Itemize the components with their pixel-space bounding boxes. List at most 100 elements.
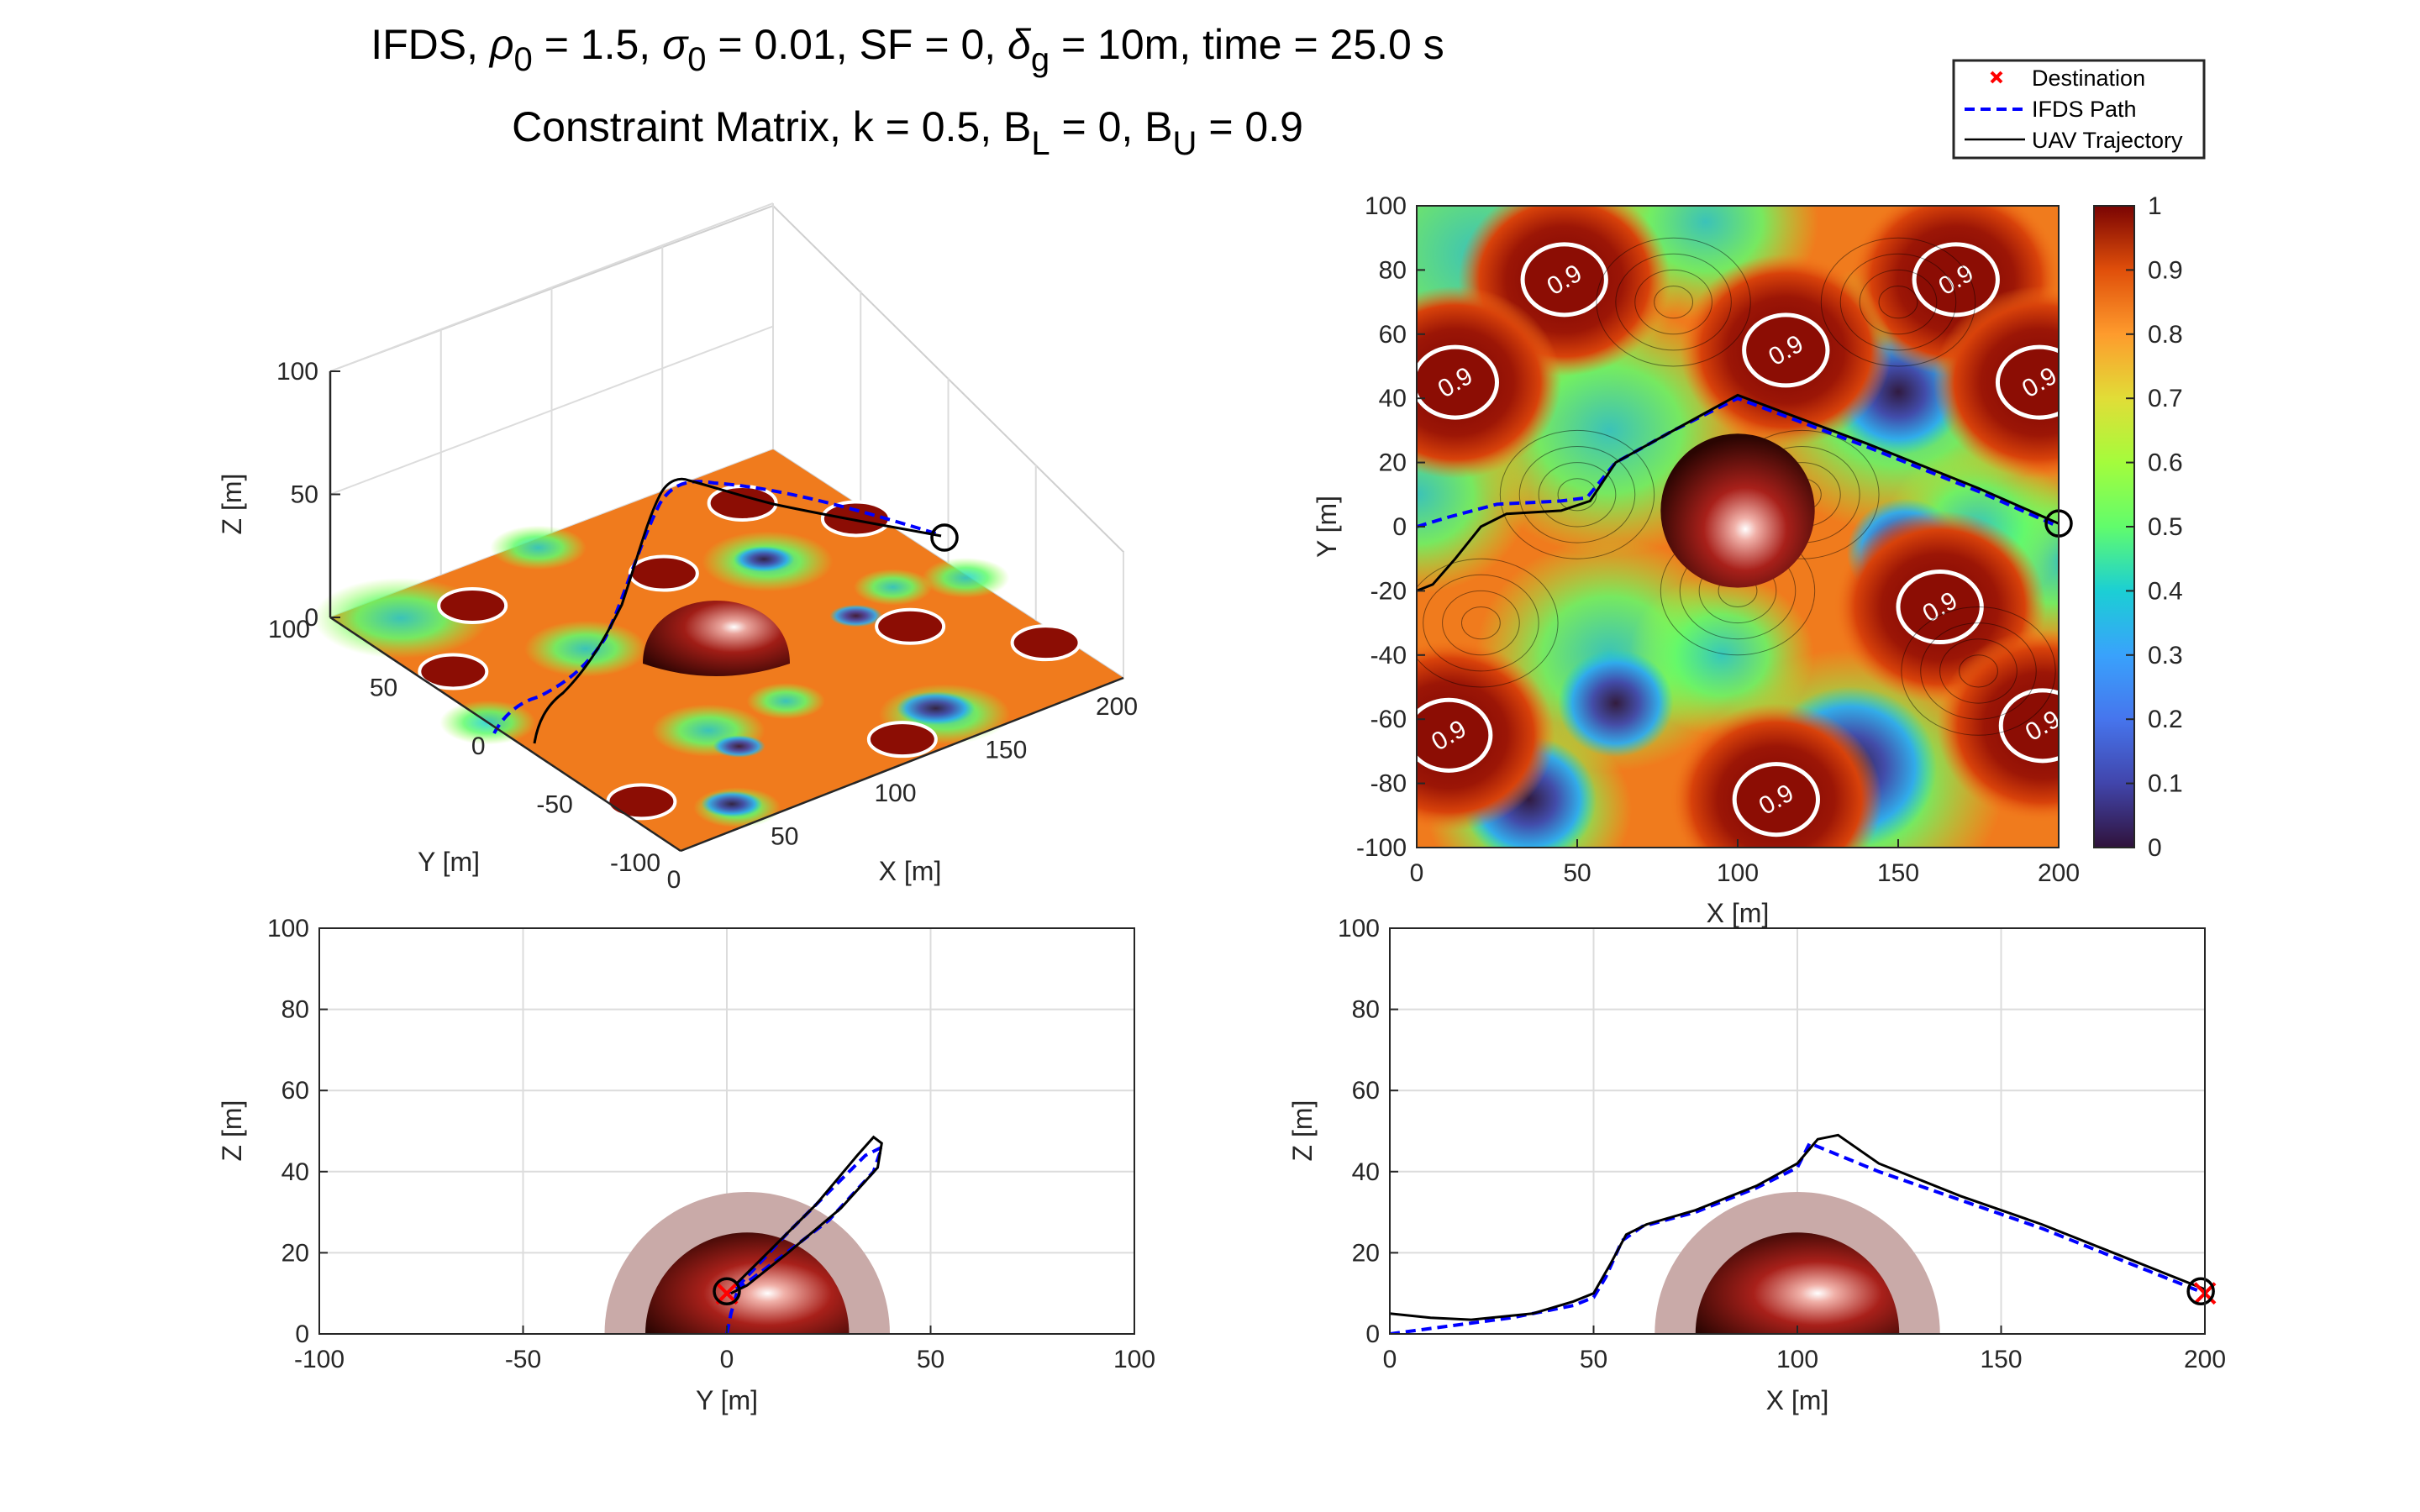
contour-line-1-3 <box>1518 446 1636 543</box>
destination-marker-yz <box>715 1282 739 1305</box>
yz-y-label: Z [m] <box>217 1100 247 1162</box>
contour-line-1-2 <box>1538 462 1617 528</box>
xz-x-label: X [m] <box>1766 1385 1829 1415</box>
field-hot-7 <box>1936 629 2059 822</box>
floor-hot-8 <box>866 721 938 759</box>
topview-ytick-label-6: 20 <box>1379 449 1407 477</box>
xz-ytick-label-2: 40 <box>1352 1158 1380 1186</box>
contour-line-1-4 <box>1499 429 1655 559</box>
yz-xtick-label-2: 0 <box>720 1346 734 1373</box>
contour-09-5 <box>1896 569 1984 645</box>
topview-ytick-label-4: -20 <box>1370 577 1407 605</box>
topview-ytick-label-3: -40 <box>1370 642 1407 669</box>
y-axis-line <box>329 616 681 853</box>
xz-xtick-label-1: 50 <box>1580 1346 1607 1373</box>
legend-entry-ifds-path: IFDS Path <box>1965 97 2137 122</box>
z3d-tick-label-2: 100 <box>276 358 318 386</box>
contour-09-7 <box>1998 688 2059 764</box>
x3d-tick-label-2: 100 <box>874 780 916 807</box>
yz-xtick-label-0: -100 <box>294 1346 345 1373</box>
contour-line-5-2 <box>1634 269 1712 335</box>
xz-xtick-label-3: 150 <box>1980 1346 2022 1373</box>
topview-ytick-label-10: 100 <box>1365 192 1407 220</box>
contour-line-3-3 <box>1423 574 1539 672</box>
topview-ytick-label-9: 80 <box>1379 256 1407 284</box>
z-axis-label-3d: Z [m] <box>217 474 247 535</box>
contour-09-8 <box>1732 762 1821 837</box>
topview-x-label: X [m] <box>1707 898 1770 928</box>
legend: Destination IFDS Path UAV Trajectory <box>1952 59 2206 160</box>
contour-line-3-4 <box>1417 558 1559 688</box>
y3d-tick-label-3: 50 <box>370 675 397 702</box>
colorbar-label-10: 1 <box>2148 192 2162 220</box>
contour-09-6 <box>1417 697 1493 773</box>
xz-plot: 0 50 100 150 200 0 20 40 60 80 100 X [m] Z [m] <box>1287 915 2226 1415</box>
ifds-path-xz <box>1390 1141 2205 1334</box>
legend-label-destination: Destination <box>2032 66 2145 91</box>
colorbar-label-4: 0.4 <box>2148 577 2183 605</box>
topview-xtick-label-4: 200 <box>2038 859 2080 887</box>
contour-line-4-4 <box>1901 606 2056 736</box>
uav-marker-3d <box>930 523 959 552</box>
floor-hot-6 <box>606 783 677 821</box>
z3d-tick-label-0: 0 <box>304 604 318 632</box>
obstacle-xz <box>1695 1232 1900 1334</box>
wall-zgrid-1 <box>329 325 774 496</box>
contour-line-2-3 <box>1839 253 1957 351</box>
contour-line-4-1 <box>1959 654 1998 688</box>
figure-title-line2: Constraint Matrix, k = 0.5, BL = 0, BU =… <box>512 103 1303 162</box>
y3d-tick-label-1: -50 <box>536 791 572 819</box>
floor-blue-2 <box>701 790 763 817</box>
topview-ytick-label-0: -100 <box>1356 834 1407 862</box>
wall-zgrid-2 <box>329 202 774 372</box>
contour-line-3-2 <box>1442 590 1520 656</box>
yz-xtick-label-1: -50 <box>505 1346 541 1373</box>
xz-y-label: Z [m] <box>1287 1100 1318 1162</box>
floor-green-1 <box>524 620 647 677</box>
floor-hot-4 <box>820 500 892 538</box>
yz-xtick-label-4: 100 <box>1113 1346 1155 1373</box>
xz-ticks: 0 50 100 150 200 0 20 40 60 80 100 <box>1338 915 2226 1373</box>
contour-09-1 <box>1912 242 2000 318</box>
z3d-tick-label-1: 50 <box>291 481 318 509</box>
destination-marker-icon <box>1990 71 2003 84</box>
yz-frame <box>318 927 1135 1335</box>
destination-x-icon-yz <box>715 1282 739 1305</box>
colorbar-label-3: 0.3 <box>2148 642 2183 669</box>
colorbar-label-6: 0.6 <box>2148 449 2183 477</box>
x3d-tick-label-1: 50 <box>771 823 798 851</box>
legend-label-uav-trajectory: UAV Trajectory <box>2032 128 2183 153</box>
topview-ytick-label-2: -60 <box>1370 706 1407 733</box>
ifds-path-top <box>1416 396 2060 528</box>
topview-ytick-label-1: -80 <box>1370 770 1407 798</box>
contour-line-5-4 <box>1596 237 1751 367</box>
obstacle-dome <box>643 601 790 676</box>
yz-xtick-label-3: 50 <box>917 1346 944 1373</box>
y-axis-label-3d: Y [m] <box>418 847 480 877</box>
topview-xtick-label-3: 150 <box>1877 859 1919 887</box>
topview-xtick-label-2: 100 <box>1717 859 1759 887</box>
obstacle-yz <box>645 1232 850 1334</box>
xz-ytick-label-3: 60 <box>1352 1077 1380 1105</box>
xz-xtick-label-2: 100 <box>1776 1346 1818 1373</box>
yz-ytick-label-0: 0 <box>295 1320 309 1348</box>
x-axis-label-3d: X [m] <box>879 856 942 886</box>
yz-plot: -100 -50 0 50 100 0 20 40 60 80 100 Y [m] Z [m] <box>217 915 1155 1415</box>
floor-hot-3 <box>418 653 489 690</box>
floor-hot-5 <box>875 607 946 645</box>
xz-ytick-label-0: 0 <box>1365 1320 1380 1348</box>
legend-entry-destination: Destination <box>1990 66 2145 91</box>
ifds-path-yz <box>725 1143 885 1334</box>
floor-blue-3 <box>829 604 882 627</box>
yz-ytick-label-4: 80 <box>281 996 309 1024</box>
x3d-tick-label-0: 0 <box>667 866 681 894</box>
colorbar-label-9: 0.9 <box>2148 256 2183 284</box>
topview-ytick-label-8: 60 <box>1379 321 1407 349</box>
contour-line-4-3 <box>1920 622 2037 720</box>
contour-line-4-2 <box>1939 638 2018 704</box>
obstacle-sphere-top <box>1660 433 1815 588</box>
uav-trajectory-yz <box>725 1135 883 1295</box>
yz-x-label: Y [m] <box>696 1385 758 1415</box>
x3d-tick-label-3: 150 <box>985 737 1027 764</box>
